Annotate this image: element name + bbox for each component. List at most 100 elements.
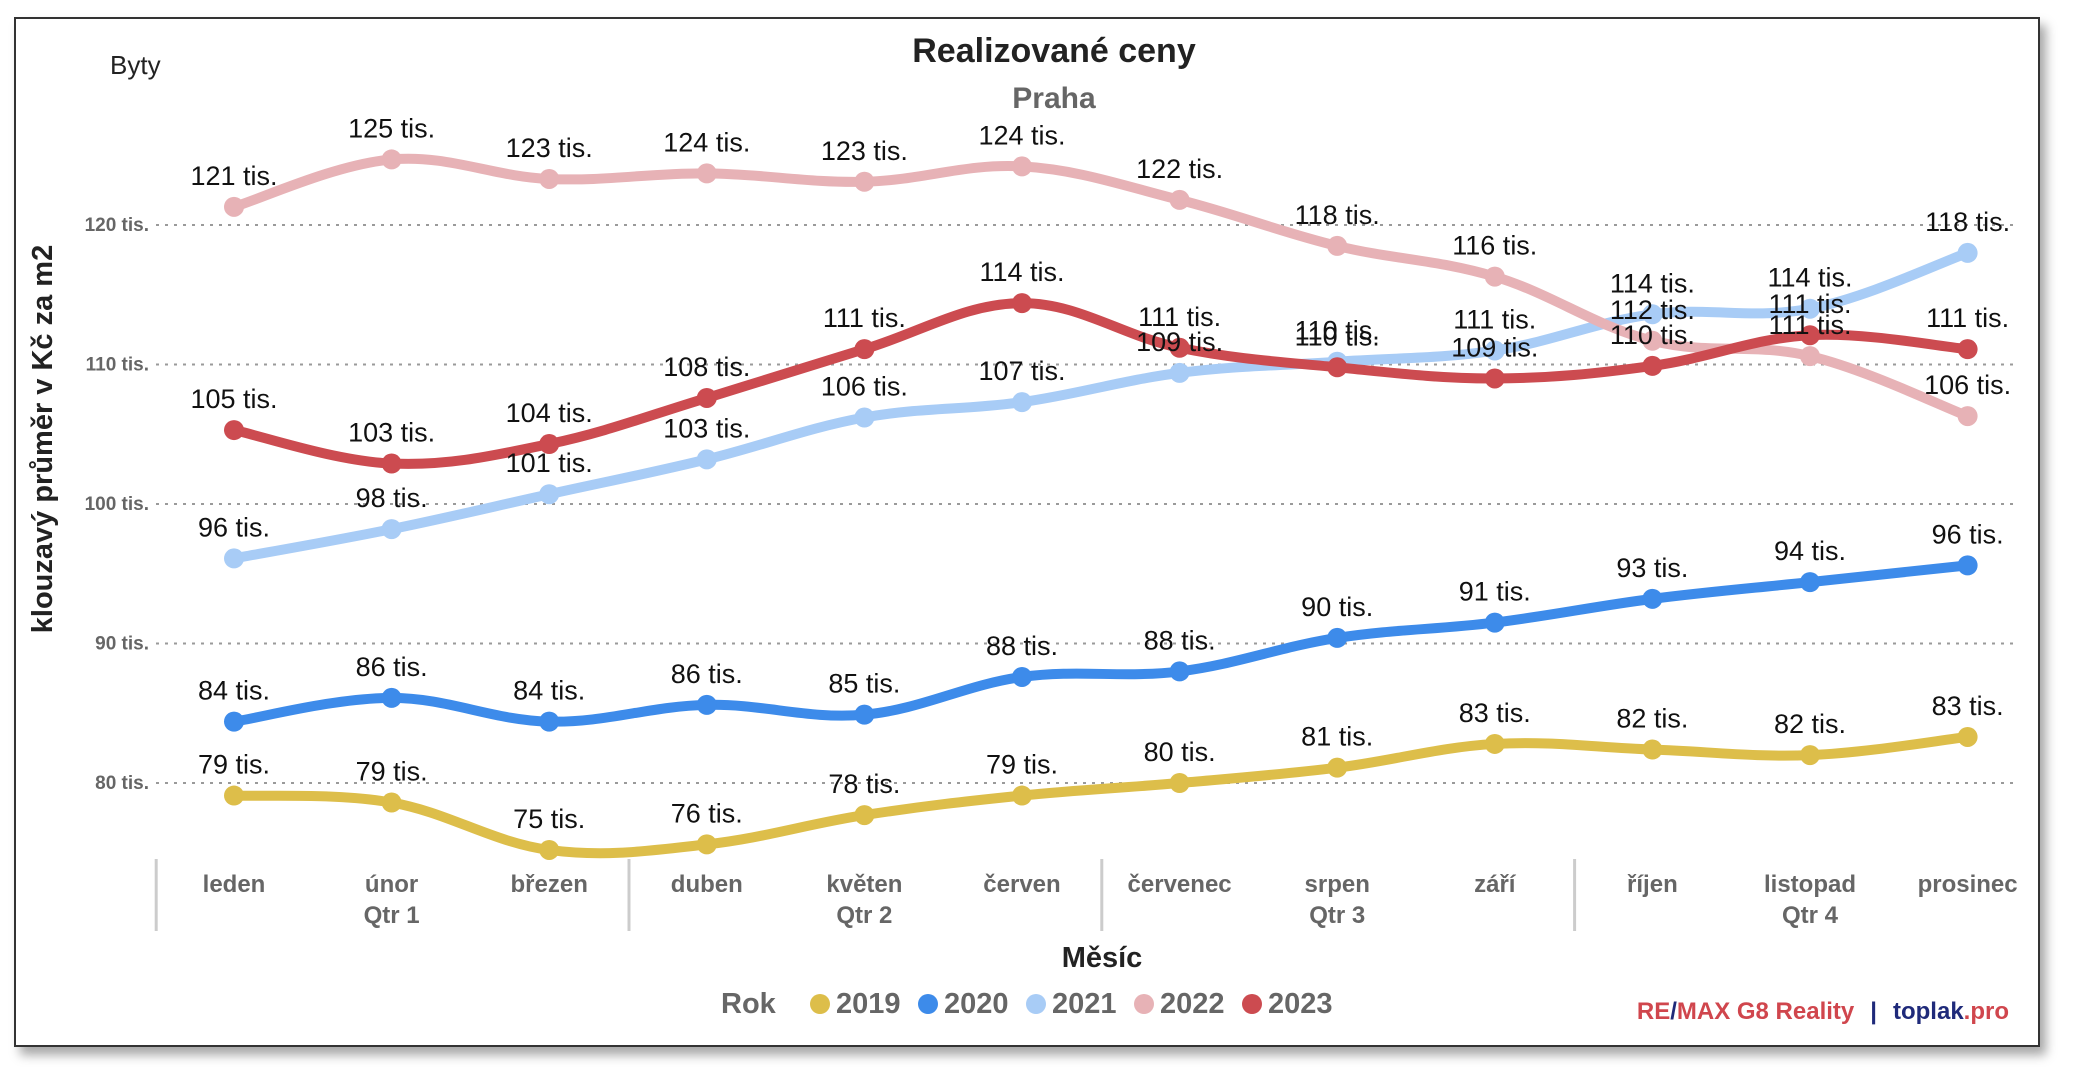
y-tick-label: 100 tis. (85, 494, 149, 515)
quarter-label: Qtr 2 (836, 902, 892, 929)
x-axis: leden únor březen duben květen červen červenec… (154, 859, 2018, 931)
data-point (1012, 666, 1032, 687)
data-label: 82 tis. (1774, 709, 1846, 739)
data-point (854, 339, 875, 360)
data-label: 79 tis. (986, 750, 1058, 780)
data-point (1957, 555, 1978, 576)
data-point (1327, 627, 1348, 648)
data-point (539, 711, 560, 732)
branding-divider: | (1870, 998, 1877, 1025)
legend-marker-2023 (1242, 994, 1262, 1014)
data-point (696, 163, 717, 184)
data-label: 83 tis. (1932, 691, 2004, 721)
x-axis-title: Měsíc (1062, 942, 1143, 974)
quarter-label: Qtr 4 (1782, 902, 1839, 929)
series-2020 (224, 555, 1978, 732)
quarter-label: Qtr 1 (364, 902, 420, 929)
data-point (1327, 235, 1348, 256)
data-point (696, 834, 717, 855)
data-labels: 79 tis. 79 tis. 75 tis. 76 tis. 78 tis. 79 ti… (190, 113, 2011, 834)
legend-marker-2020 (918, 994, 938, 1014)
data-point (854, 704, 875, 725)
data-point (1169, 773, 1190, 793)
data-label: 114 tis. (1767, 263, 1852, 293)
data-point (1642, 355, 1663, 376)
x-tick-label: květen (826, 871, 902, 898)
data-label: 123 tis. (821, 136, 908, 166)
legend-label-2021: 2021 (1052, 988, 1117, 1020)
grid-lines (156, 224, 2016, 784)
data-point (1012, 785, 1032, 806)
data-label: 110 tis. (1295, 316, 1380, 346)
data-point (224, 196, 244, 217)
y-tick-label: 90 tis. (95, 634, 149, 655)
data-point (1484, 733, 1505, 754)
quarter-label: Qtr 3 (1309, 902, 1365, 929)
data-point (1800, 298, 1820, 319)
data-point (1642, 739, 1663, 760)
data-point (1642, 330, 1663, 351)
data-point (381, 792, 402, 813)
series-line-2022 (229, 153, 1973, 422)
data-label: 93 tis. (1616, 553, 1688, 583)
data-point (696, 449, 717, 470)
data-label: 114 tis. (979, 257, 1064, 287)
corner-label: Byty (110, 50, 161, 80)
data-point (1642, 588, 1663, 609)
data-label: 96 tis. (1932, 519, 2004, 549)
series-line-2023 (229, 298, 1973, 469)
data-label: 118 tis. (1295, 200, 1380, 230)
data-point (1800, 346, 1820, 367)
data-label: 123 tis. (506, 133, 593, 163)
data-label: 111 tis. (1768, 289, 1851, 319)
data-label: 88 tis. (1144, 625, 1216, 655)
data-label: 112 tis. (1610, 295, 1695, 325)
data-label: 111 tis. (1453, 305, 1536, 335)
data-label: 76 tis. (671, 798, 743, 828)
data-label: 124 tis. (663, 127, 750, 157)
data-label: 84 tis. (513, 676, 585, 706)
data-label: 86 tis. (671, 659, 743, 689)
chart-subtitle: Praha (1012, 82, 1096, 115)
branding: RE/MAX G8 Reality | toplak.pro (1637, 998, 2009, 1025)
legend-label-2020: 2020 (944, 988, 1009, 1020)
data-point (381, 453, 402, 474)
series-2021 (224, 242, 1978, 569)
legend: Rok 2019 2020 2021 2022 2023 (721, 988, 1333, 1020)
legend-marker-2022 (1134, 994, 1154, 1014)
data-label: 82 tis. (1616, 704, 1688, 734)
data-point (381, 519, 402, 540)
x-tick-label: červenec (1128, 871, 1232, 898)
y-tick-label: 110 tis. (86, 355, 149, 376)
series-2023 (224, 293, 1978, 474)
data-point (696, 387, 717, 408)
x-tick-label: leden (203, 871, 266, 898)
data-label: 111 tis. (823, 303, 906, 333)
data-point (1957, 242, 1978, 263)
legend-label-2023: 2023 (1268, 988, 1333, 1020)
data-point (539, 434, 560, 455)
data-label: 107 tis. (978, 356, 1065, 386)
data-label: 84 tis. (198, 676, 270, 706)
data-label: 104 tis. (506, 398, 593, 428)
data-point (1169, 189, 1190, 210)
data-point (1327, 357, 1348, 378)
data-point (381, 687, 402, 708)
data-point (1957, 339, 1978, 360)
data-point (1169, 362, 1190, 383)
data-point (1484, 368, 1505, 389)
data-label: 103 tis. (663, 413, 750, 443)
y-tick-label: 80 tis. (95, 773, 149, 794)
data-label: 122 tis. (1136, 154, 1223, 184)
legend-marker-2019 (810, 994, 830, 1014)
y-axis: 80 tis. 90 tis. 100 tis. 110 tis. 120 tis. (85, 215, 149, 794)
data-point (381, 149, 402, 170)
data-label: 111 tis. (1138, 302, 1221, 332)
data-point (1957, 406, 1978, 427)
data-label: 111 tis. (1768, 310, 1851, 340)
x-tick-label: březen (511, 871, 588, 898)
branding-remax-re: RE (1637, 998, 1670, 1025)
data-label: 121 tis. (190, 161, 277, 191)
y-tick-label: 120 tis. (85, 215, 149, 236)
x-tick-label: srpen (1305, 871, 1370, 898)
